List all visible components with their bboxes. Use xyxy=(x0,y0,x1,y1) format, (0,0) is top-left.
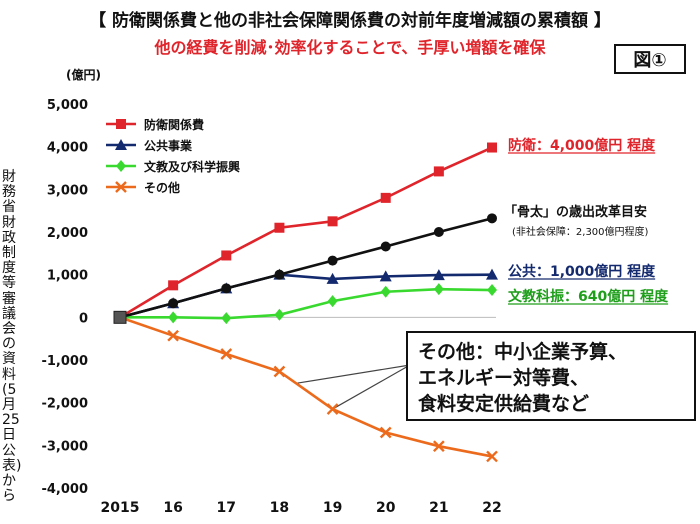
data-point xyxy=(486,450,498,463)
y-tick-label: -2,000 xyxy=(41,397,88,412)
chart-axes: 5,000 4,000 3,000 2,000 1,000 0 -1,000 -2,000 -3… xyxy=(41,98,501,516)
y-tick-label: 2,000 xyxy=(47,226,88,241)
data-point xyxy=(327,255,338,266)
data-point xyxy=(433,166,444,177)
callout-box: その他：中小企業予算、 エネルギー対等費、 食料安定供給費など xyxy=(406,331,696,421)
y-tick-label: 1,000 xyxy=(47,269,88,284)
callout-line-3: 食料安定供給費など xyxy=(418,393,590,415)
data-point xyxy=(327,216,338,227)
series-line xyxy=(119,146,493,319)
x-tick-label: 16 xyxy=(163,500,182,516)
y-tick-label: 4,000 xyxy=(47,141,88,156)
x-tick-label: 22 xyxy=(482,500,501,516)
series-4 xyxy=(119,316,498,463)
callout-line-2: エネルギー対等費、 xyxy=(418,367,590,389)
data-point xyxy=(487,213,497,224)
callout-leader-line xyxy=(332,364,411,410)
origin-marker xyxy=(113,310,127,324)
callout-leader-line xyxy=(295,364,411,385)
x-tick-label: 19 xyxy=(323,500,342,516)
annotation-label: (非社会保障：2,300億円程度) xyxy=(512,225,649,238)
y-tick-label: 5,000 xyxy=(47,98,88,113)
callout-line-1: その他：中小企業予算、 xyxy=(418,341,628,363)
data-point xyxy=(116,119,126,129)
data-point xyxy=(221,312,232,325)
legend-label: 文教及び科学振興 xyxy=(144,159,240,174)
data-point xyxy=(221,250,232,261)
data-point xyxy=(380,192,391,203)
data-point xyxy=(167,329,179,342)
data-point xyxy=(168,311,179,324)
data-point xyxy=(116,160,126,172)
data-point xyxy=(433,283,444,296)
data-point xyxy=(326,272,339,284)
legend-entry: その他 xyxy=(106,180,180,195)
y-tick-label: -3,000 xyxy=(41,439,88,454)
series-2 xyxy=(119,268,498,319)
series-1 xyxy=(119,142,497,319)
annotation-label: 文教科振：640億円 程度 xyxy=(508,288,669,305)
annotation-label: 「骨太」の歳出改革目安 xyxy=(504,204,647,220)
data-point xyxy=(115,181,127,193)
data-point xyxy=(115,139,127,150)
legend-label: その他 xyxy=(144,180,180,195)
x-tick-label: 17 xyxy=(217,500,236,516)
series-line xyxy=(119,217,493,319)
data-point xyxy=(273,365,286,378)
chart-title: 【 防衛関係費と他の非社会保障関係費の対前年度増減額の累積額 】 xyxy=(89,11,611,31)
data-point xyxy=(486,268,498,280)
data-point xyxy=(274,269,285,280)
data-point xyxy=(326,403,339,415)
y-tick-label: 3,000 xyxy=(47,183,88,198)
chart-subtitle: 他の経費を削減･効率化することで、手厚い増額を確保 xyxy=(154,38,546,57)
legend-label: 公共事業 xyxy=(144,138,193,153)
data-point xyxy=(432,269,445,281)
data-point xyxy=(168,298,179,309)
series-5 xyxy=(119,213,497,319)
source-note-vertical: 財務省財政制度等審議会の資料(5月25日公表)から xyxy=(2,169,22,505)
legend-entry: 文教及び科学振興 xyxy=(106,159,240,174)
figure-label: 図① xyxy=(614,44,686,74)
annotation-label: 防衛：4,000億円 程度 xyxy=(508,137,656,154)
data-point xyxy=(327,295,338,308)
y-tick-label: 0 xyxy=(79,311,88,326)
x-tick-label: 20 xyxy=(376,500,396,516)
series-3 xyxy=(120,283,497,325)
y-tick-label: -1,000 xyxy=(41,354,88,369)
data-point xyxy=(433,227,444,237)
data-point xyxy=(433,440,445,453)
data-point xyxy=(221,283,232,294)
y-tick-label: -4,000 xyxy=(41,482,88,497)
data-point xyxy=(380,285,391,298)
legend-label: 防衛関係費 xyxy=(144,117,204,132)
data-point xyxy=(379,426,392,439)
data-point xyxy=(487,284,497,297)
legend-entry: 防衛関係費 xyxy=(106,117,204,132)
data-point xyxy=(487,142,497,153)
series-line xyxy=(120,287,493,320)
data-point xyxy=(274,308,285,321)
data-point xyxy=(168,280,179,291)
y-axis-unit-label: (億円) xyxy=(66,68,101,82)
legend-entry: 公共事業 xyxy=(106,138,193,153)
annotation-label: 公共：1,000億円 程度 xyxy=(508,263,656,280)
x-tick-label: 21 xyxy=(429,500,448,516)
data-point xyxy=(379,270,392,282)
series-line xyxy=(119,316,493,458)
data-point xyxy=(380,241,391,252)
x-tick-label: 2015 xyxy=(101,500,140,516)
x-tick-label: 18 xyxy=(270,500,289,516)
data-point xyxy=(274,222,285,233)
annotations: 防衛：4,000億円 程度「骨太」の歳出改革目安 (非社会保障：2,300億円程度… xyxy=(504,137,669,305)
data-point xyxy=(220,348,233,360)
series-layer xyxy=(113,142,498,463)
callout-leader-lines xyxy=(295,364,411,410)
